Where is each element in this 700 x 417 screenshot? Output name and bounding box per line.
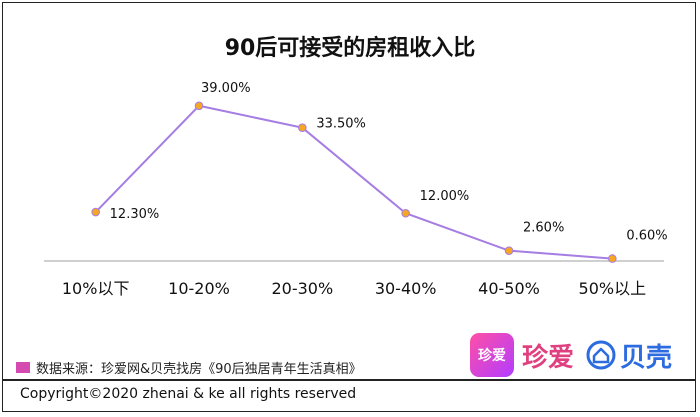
chart-title: 90后可接受的房租收入比 — [224, 36, 476, 61]
data-source: 数据来源：珍爱网&贝壳找房《90后独居青年生活真相》 — [16, 358, 362, 377]
data-label: 12.30% — [110, 207, 160, 222]
data-point — [608, 254, 617, 263]
x-tick-label: 10-20% — [168, 279, 230, 298]
x-tick-label: 50%以上 — [579, 279, 647, 298]
source-swatch — [16, 362, 30, 373]
data-label: 2.60% — [523, 221, 564, 236]
line-chart: 12.30% 10%以下 39.00% 10-20% 33.50% 20-30% 12.00… — [44, 81, 668, 298]
chart-marks: 12.30% 10%以下 39.00% 10-20% 33.50% 20-30% 12.00… — [62, 81, 668, 298]
data-label: 12.00% — [420, 189, 470, 204]
brand-logos: 珍爱 珍爱 贝壳 — [470, 333, 672, 377]
ke-logo-text: 贝壳 — [620, 342, 673, 373]
data-label: 39.00% — [201, 81, 251, 96]
x-tick-label: 20-30% — [271, 279, 333, 298]
copyright-text: Copyright©2020 zhenai & ke all rights re… — [20, 386, 357, 402]
data-point — [91, 207, 100, 217]
x-tick-label: 40-50% — [478, 279, 540, 298]
chart-frame — [2, 2, 696, 412]
data-point — [194, 101, 204, 111]
data-point — [401, 208, 410, 218]
data-point — [504, 246, 514, 255]
x-tick-label: 30-40% — [375, 279, 437, 298]
x-tick-label: 10%以下 — [62, 279, 130, 298]
data-label: 33.50% — [316, 117, 366, 132]
data-point — [298, 123, 307, 132]
data-label: 0.60% — [626, 229, 667, 244]
series-line — [94, 104, 613, 260]
house-icon — [586, 340, 616, 370]
footer-divider — [2, 379, 696, 381]
zhenai-logo-text: 珍爱 — [522, 342, 575, 373]
zhenai-logo-badge: 珍爱 — [470, 333, 514, 377]
source-text: 数据来源：珍爱网&贝壳找房《90后独居青年生活真相》 — [36, 362, 362, 377]
